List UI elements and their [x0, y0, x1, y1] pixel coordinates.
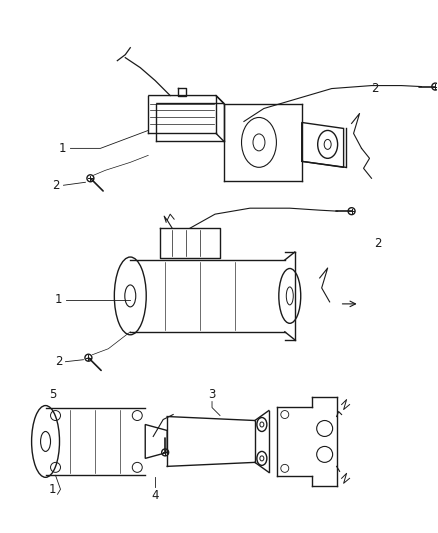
Text: 2: 2: [52, 179, 59, 192]
Text: 2: 2: [374, 237, 381, 249]
Text: 5: 5: [49, 388, 56, 401]
Text: 2: 2: [55, 355, 62, 368]
Text: 1: 1: [55, 293, 62, 306]
Text: 1: 1: [59, 142, 66, 155]
Text: 1: 1: [49, 483, 56, 496]
Text: 3: 3: [208, 388, 215, 401]
Text: 4: 4: [152, 489, 159, 502]
Text: 2: 2: [371, 82, 378, 95]
